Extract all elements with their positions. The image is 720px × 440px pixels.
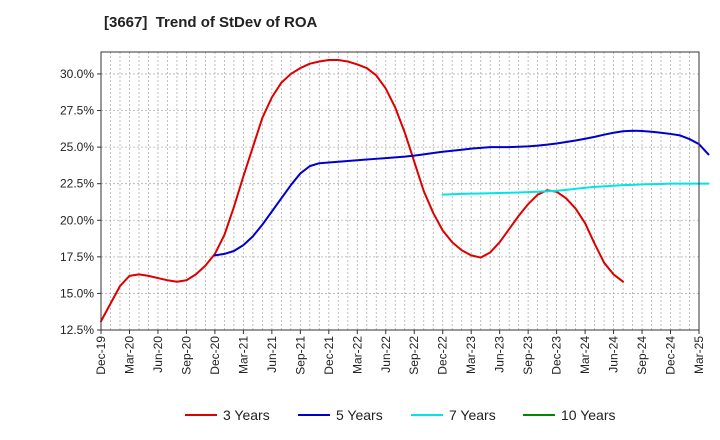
legend-label-10-years: 10 Years: [561, 407, 616, 423]
x-tick-label: Jun-22: [379, 336, 393, 373]
x-tick-label: Sep-20: [179, 336, 193, 375]
y-tick-label: 25.0%: [60, 140, 94, 154]
x-tick-label: Mar-22: [350, 336, 364, 374]
x-tick-label: Dec-21: [322, 336, 336, 375]
y-tick-label: 12.5%: [60, 323, 94, 337]
x-tick-label: Dec-20: [208, 336, 222, 375]
x-tick-label: Jun-21: [265, 336, 279, 373]
series-line-7-years: [441, 182, 710, 196]
x-tick-label: Dec-23: [550, 336, 564, 375]
x-tick-label: Dec-22: [436, 336, 450, 375]
series-line-5-years: [213, 129, 710, 257]
x-tick-label: Sep-21: [293, 336, 307, 375]
y-tick-label: 15.0%: [60, 286, 94, 300]
x-tick-label: Sep-23: [521, 336, 535, 375]
x-tick-label: Mar-23: [464, 336, 478, 374]
x-tick-label: Jun-24: [607, 336, 621, 373]
x-tick-label: Jun-20: [151, 336, 165, 373]
x-tick-label: Mar-20: [122, 336, 136, 374]
x-tick-label: Sep-22: [407, 336, 421, 375]
plot-background: [101, 52, 699, 330]
x-tick-label: Mar-25: [692, 336, 706, 374]
series-layer: [100, 59, 710, 323]
x-tick-label: Jun-23: [493, 336, 507, 373]
series-line-3-years: [100, 59, 625, 323]
chart-title: [3667] Trend of StDev of ROA: [104, 14, 318, 31]
legend-label-3-years: 3 Years: [223, 407, 270, 423]
y-tick-label: 22.5%: [60, 177, 94, 191]
legend: 3 Years 5 Years 7 Years 10 Years: [185, 407, 616, 423]
legend-label-7-years: 7 Years: [449, 407, 496, 423]
plot-frame: [100, 51, 700, 331]
y-axis-ticks: 12.5% 15.0% 17.5% 20.0% 22.5% 25.0% 27.5% 30.0%: [60, 67, 101, 337]
y-tick-label: 17.5%: [60, 250, 94, 264]
x-tick-label: Mar-21: [236, 336, 250, 374]
x-tick-label: Mar-24: [578, 336, 592, 374]
y-tick-label: 27.5%: [60, 104, 94, 118]
x-tick-label: Sep-24: [635, 336, 649, 375]
x-axis-ticks: Dec-19 Mar-20 Jun-20 Sep-20 Dec-20 Mar-21 Jun-…: [94, 330, 706, 375]
legend-label-5-years: 5 Years: [336, 407, 383, 423]
x-tick-label: Dec-24: [664, 336, 678, 375]
y-tick-label: 20.0%: [60, 213, 94, 227]
x-tick-label: Dec-19: [94, 336, 108, 375]
y-tick-label: 30.0%: [60, 67, 94, 81]
